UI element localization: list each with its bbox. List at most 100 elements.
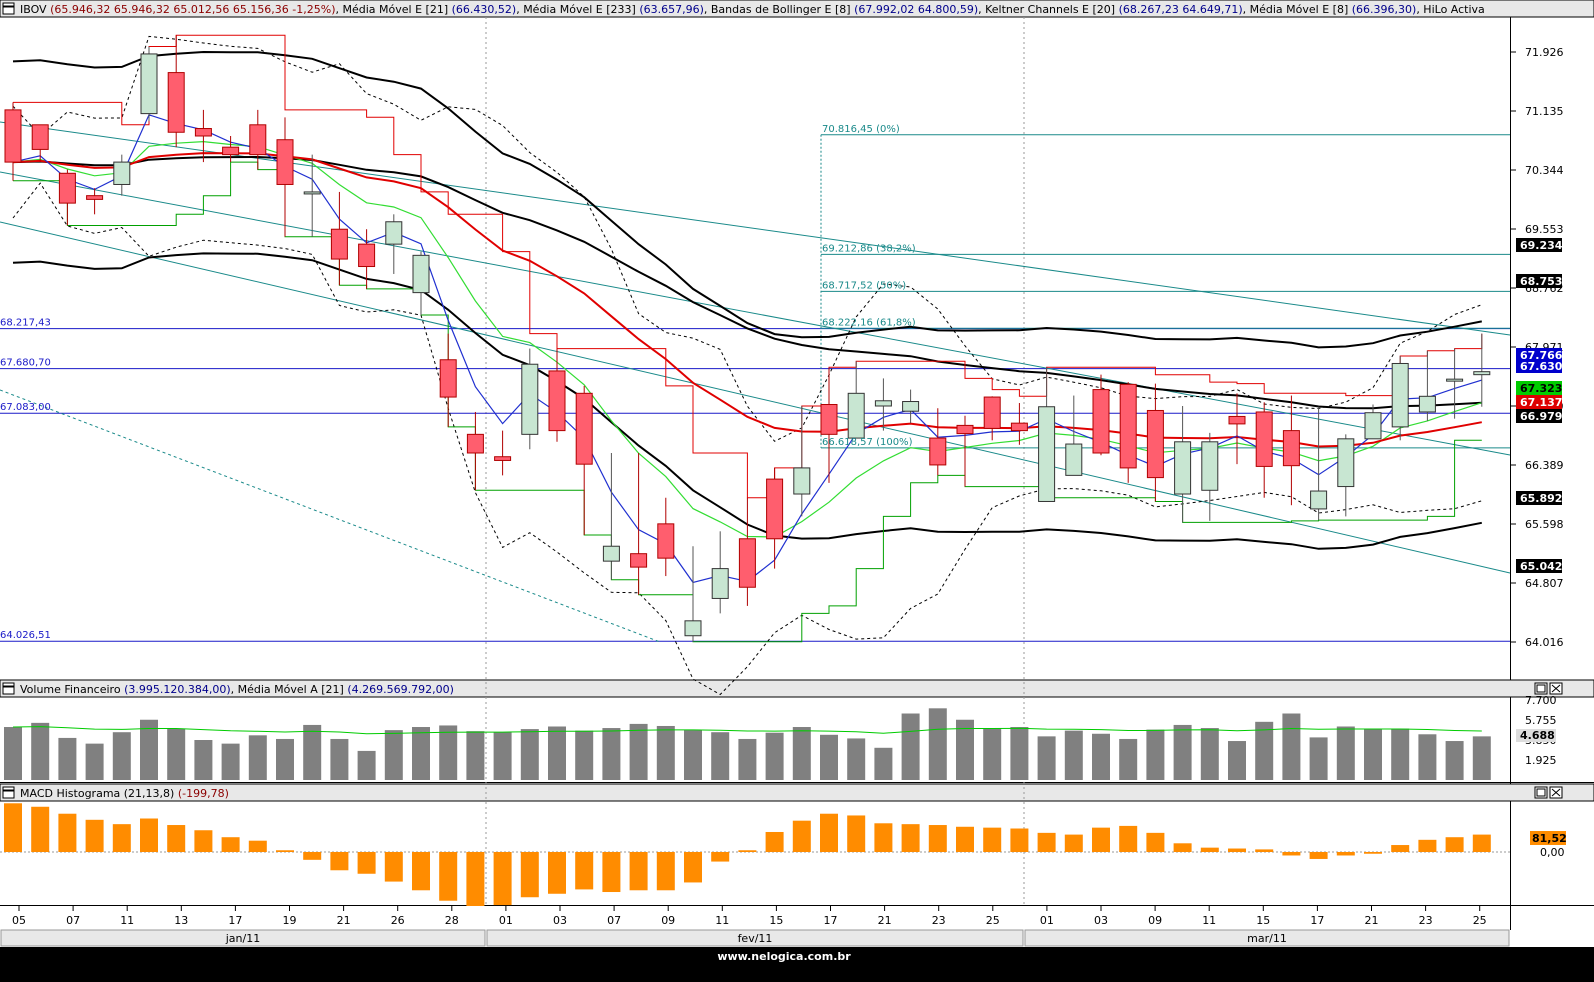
day-label: 25 <box>1473 914 1487 927</box>
y-tick-label: 71.135 <box>1525 105 1564 118</box>
macd-menu-icon[interactable] <box>2 786 15 799</box>
price-value-tag: 69.234 <box>1516 238 1563 252</box>
macd-bar <box>656 852 675 891</box>
macd-bar <box>711 852 730 862</box>
macd-close-button[interactable] <box>1549 786 1563 799</box>
volume-bar <box>1146 729 1165 780</box>
volume-bar <box>1309 737 1328 780</box>
y-tick-label: 69.553 <box>1525 223 1564 236</box>
price-value-tag-bg <box>1516 238 1562 252</box>
macd-bar <box>1282 852 1301 856</box>
macd-bar <box>874 823 893 852</box>
macd-bar <box>1173 843 1192 852</box>
volume-bar <box>901 713 920 780</box>
price-value-tag-text: 68.753 <box>1520 275 1562 288</box>
volume-bar <box>1010 727 1029 780</box>
header-segment: , HiLo Activa <box>1416 3 1484 16</box>
day-label: 07 <box>66 914 80 927</box>
macd-bar <box>983 827 1002 852</box>
footer-bar <box>0 947 1594 982</box>
candle-body <box>766 478 784 540</box>
volume-bar <box>1173 724 1192 780</box>
volume-bar <box>1037 736 1056 780</box>
price-value-tag: 65.042 <box>1516 559 1562 573</box>
day-label: 21 <box>337 914 351 927</box>
macd-bar <box>847 815 866 852</box>
price-value-tag-bg <box>1516 409 1562 423</box>
day-label: 13 <box>174 914 188 927</box>
volume-bar <box>656 725 675 780</box>
candle-body <box>439 359 457 398</box>
header-segment: , Keltner Channels E [20] <box>978 3 1118 16</box>
volume-bar <box>112 732 131 780</box>
volume-bar <box>1472 736 1491 780</box>
volume-bar <box>874 747 893 780</box>
price-value-tag-bg <box>1516 359 1562 373</box>
horizontal-level-label: 67.083,00 <box>0 402 51 413</box>
header-segment: , Média Móvel A [21] <box>231 683 348 696</box>
volume-bar <box>1119 738 1138 780</box>
header-segment: , Média Móvel E [233] <box>516 3 639 16</box>
candle-body <box>1418 395 1436 413</box>
macd-bar <box>493 852 512 906</box>
volume-maximize-button[interactable] <box>1534 682 1548 695</box>
macd-bar <box>85 819 104 852</box>
macd-bar <box>928 825 947 852</box>
level-labels: 68.217,43 67.680,70 67.083,00 64.026,51 70.8… <box>0 124 916 641</box>
footer-url[interactable]: www.nelogica.com.br <box>717 950 851 963</box>
day-label: 15 <box>769 914 783 927</box>
volume-bar <box>847 738 866 780</box>
volume-bar <box>684 730 702 780</box>
macd-bar <box>1418 839 1437 852</box>
macd-bar <box>1146 832 1165 852</box>
candle-body <box>1310 490 1328 510</box>
macd-maximize-button[interactable] <box>1534 786 1548 799</box>
candle-body <box>711 568 729 599</box>
candle-body <box>113 161 131 185</box>
volume-bar <box>1391 728 1410 780</box>
volume-moving-average <box>12 726 1482 735</box>
header-segment: IBOV <box>20 3 47 16</box>
price-value-tag: 67.630 <box>1516 359 1563 373</box>
candle-body <box>1282 430 1300 467</box>
day-label: 21 <box>1365 914 1379 927</box>
volume-menu-icon[interactable] <box>2 682 15 695</box>
day-label: 26 <box>391 914 405 927</box>
day-label: 11 <box>715 914 729 927</box>
candle-body <box>385 221 403 245</box>
day-label: 03 <box>1094 914 1108 927</box>
fibonacci-level-label: 70.816,45 (0%) <box>822 124 900 135</box>
volume-bar <box>248 735 267 780</box>
volume-bar <box>221 743 240 780</box>
macd-bar <box>575 852 594 890</box>
volume-close-button[interactable] <box>1549 682 1563 695</box>
macd-bar <box>1391 845 1410 852</box>
header-segment: (3.995.120.384,00) <box>124 683 231 696</box>
candle-body <box>31 124 49 150</box>
day-label: 25 <box>986 914 1000 927</box>
macd-bar <box>1445 837 1464 852</box>
macd-bar <box>140 818 158 852</box>
macd-bar <box>330 852 349 871</box>
price-menu-icon[interactable] <box>2 2 15 15</box>
volume-bar <box>194 740 213 780</box>
price-value-tag-text: 67.630 <box>1520 360 1563 373</box>
candlesticks <box>4 35 1491 642</box>
volume-bar <box>412 727 430 780</box>
macd-bar <box>548 852 566 894</box>
horizontal-level-label: 68.217,43 <box>0 318 51 329</box>
macd-bar <box>956 826 974 852</box>
axes: 71.92671.13570.34469.55368.76267.97167.1… <box>1510 46 1564 649</box>
volume-bar <box>493 732 512 780</box>
candle-body <box>1146 409 1164 479</box>
candle-body <box>1473 371 1491 376</box>
candle-body <box>956 424 974 435</box>
candle-body <box>466 433 484 454</box>
volume-bar <box>1228 741 1246 780</box>
volume-bar <box>1336 726 1355 780</box>
candle-body <box>847 392 865 439</box>
volume-bar <box>983 728 1002 780</box>
header-segment: MACD Histograma (21,13,8) <box>20 787 178 800</box>
macd-bar <box>194 830 213 852</box>
